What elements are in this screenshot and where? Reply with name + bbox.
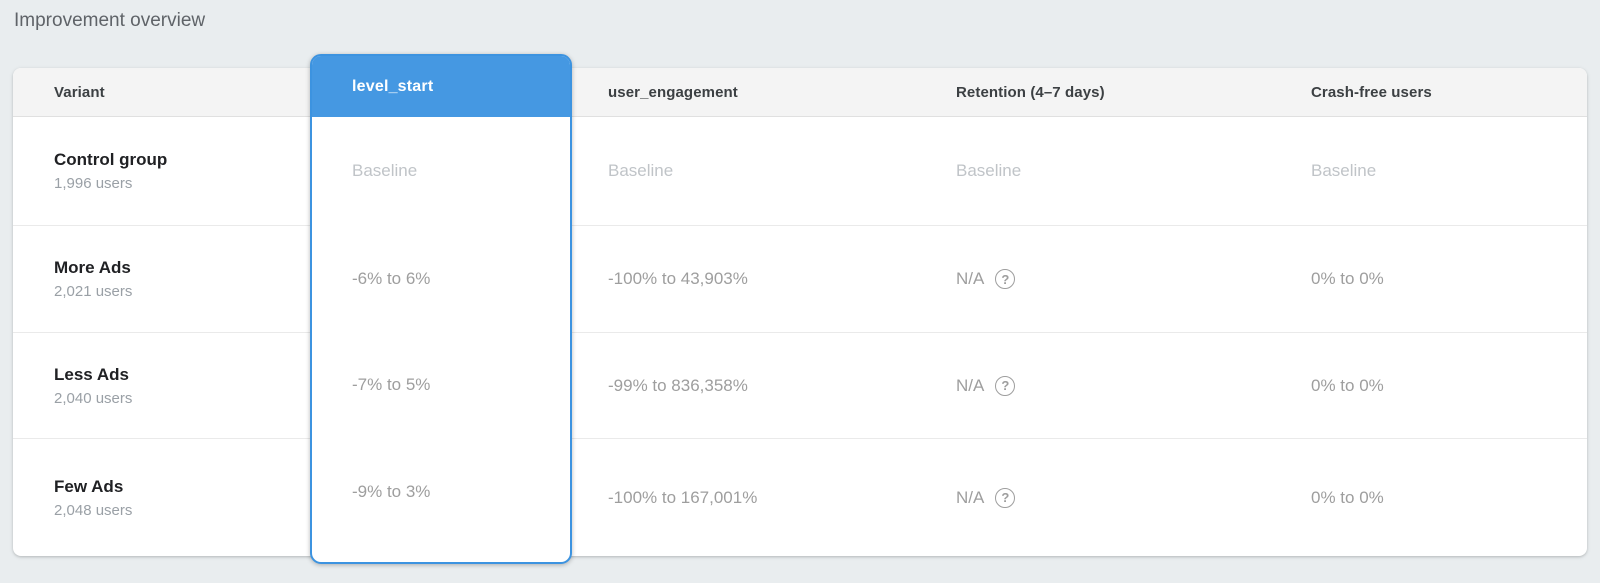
- variant-name: Less Ads: [54, 364, 129, 384]
- user-engagement-value: -100% to 167,001%: [608, 487, 758, 507]
- user-engagement-value: -100% to 43,903%: [608, 269, 748, 288]
- help-icon[interactable]: ?: [995, 487, 1016, 508]
- table-header-row: Variant user_engagement Retention (4–7 d…: [13, 68, 1587, 117]
- crash-free-value: 0% to 0%: [1311, 269, 1384, 288]
- variant-user-count: 2,040 users: [54, 389, 133, 407]
- crash-free-value: 0% to 0%: [1311, 375, 1384, 395]
- table-row-less-ads: Less Ads 2,040 users -99% to 836,358% N/…: [13, 332, 1587, 438]
- column-header-user-engagement[interactable]: user_engagement: [608, 83, 738, 101]
- variant-name: Control group: [54, 150, 168, 169]
- selected-metric-header[interactable]: level_start: [312, 56, 570, 117]
- variant-user-count: 2,048 users: [54, 501, 133, 519]
- variant-user-count: 2,021 users: [54, 283, 133, 300]
- variant-name: More Ads: [54, 258, 131, 277]
- variant-cell: More Ads 2,021 users: [13, 258, 310, 300]
- column-header-retention[interactable]: Retention (4–7 days): [956, 83, 1105, 101]
- variant-name: Few Ads: [54, 476, 124, 496]
- retention-value: Baseline ?: [956, 161, 1022, 180]
- crash-free-value: 0% to 0%: [1311, 487, 1384, 507]
- page-title: Improvement overview: [14, 10, 206, 31]
- retention-value: N/A ?: [920, 375, 1275, 396]
- crash-free-value: Baseline: [1311, 161, 1377, 180]
- level-start-value-more-ads: -6% to 6%: [352, 268, 431, 288]
- table-row-few-ads: Few Ads 2,048 users -100% to 167,001% N/…: [13, 438, 1587, 556]
- user-engagement-value: Baseline: [608, 161, 674, 180]
- retention-value: N/A ?: [920, 487, 1275, 508]
- variant-cell: Less Ads 2,040 users: [13, 365, 310, 407]
- results-table: Variant user_engagement Retention (4–7 d…: [13, 68, 1587, 556]
- variant-user-count: 1,996 users: [54, 175, 133, 192]
- help-icon[interactable]: ?: [995, 269, 1016, 289]
- retention-value: N/A ?: [920, 269, 1275, 289]
- table-row-more-ads: More Ads 2,021 users -100% to 43,903% N/…: [13, 225, 1587, 332]
- level-start-value-less-ads: -7% to 5%: [352, 375, 431, 394]
- variant-cell: Control group 1,996 users: [13, 150, 310, 192]
- column-header-variant: Variant: [54, 83, 105, 101]
- selected-metric-card-level-start[interactable]: level_start Baseline -6% to 6% -7% to 5%…: [310, 54, 572, 564]
- level-start-value-few-ads: -9% to 3%: [352, 481, 431, 501]
- table-row-control-group: Control group 1,996 users Baseline Basel…: [13, 117, 1587, 225]
- user-engagement-value: -99% to 836,358%: [608, 375, 748, 395]
- level-start-value-control-group: Baseline: [352, 161, 418, 180]
- help-icon[interactable]: ?: [995, 375, 1016, 396]
- variant-cell: Few Ads 2,048 users: [13, 477, 310, 519]
- column-header-crash-free[interactable]: Crash-free users: [1311, 83, 1432, 101]
